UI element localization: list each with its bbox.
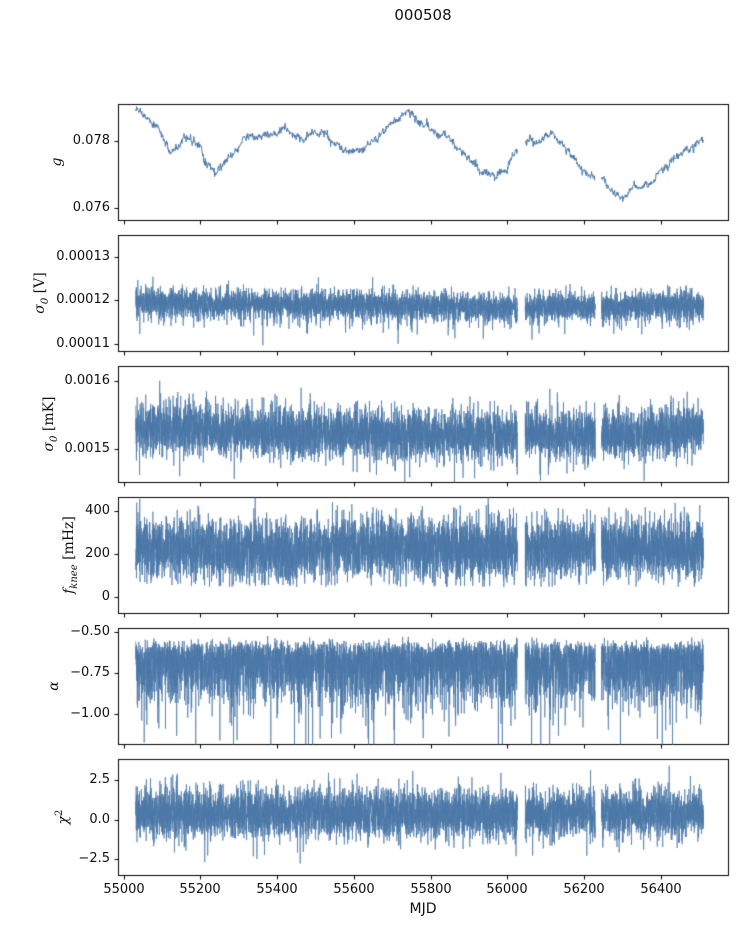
y-tick-label: 0.00011 <box>56 336 110 351</box>
y-tick-label: 0.076 <box>72 200 110 215</box>
y-tick-label: 0.078 <box>72 133 110 148</box>
y-tick-label: −0.75 <box>70 665 110 680</box>
y-tick-label: 0.0016 <box>64 373 111 388</box>
y-tick-label: 400 <box>85 503 110 518</box>
y-tick-label: 0.00013 <box>56 249 110 264</box>
y-tick-label: 0.00012 <box>56 292 110 307</box>
x-tick-label: 55800 <box>410 882 452 897</box>
x-tick-label: 56200 <box>563 882 605 897</box>
x-tick-label: 55000 <box>103 882 145 897</box>
y-tick-label: −2.5 <box>78 851 110 866</box>
y-tick-label: 0.0015 <box>64 441 111 456</box>
y-tick-label: 2.5 <box>89 772 110 787</box>
chart-title: 000508 <box>394 6 452 24</box>
x-tick-label: 55600 <box>333 882 375 897</box>
y-tick-label: 0 <box>101 589 110 604</box>
y-tick-label: −0.50 <box>70 624 110 639</box>
y-axis-label: χ2 <box>54 809 73 825</box>
y-axis-label: fknee [mHz] <box>61 516 80 594</box>
x-tick-label: 56400 <box>640 882 682 897</box>
y-axis-label: σ0 [V] <box>32 272 52 314</box>
x-tick-label: 55200 <box>179 882 221 897</box>
y-axis-label: σ0 [mK] <box>40 396 60 452</box>
x-axis-label: MJD <box>409 901 437 917</box>
y-tick-label: 0.0 <box>89 812 110 827</box>
x-tick-label: 56000 <box>486 882 528 897</box>
y-tick-label: −1.00 <box>70 706 110 721</box>
y-axis-label: α <box>46 681 63 691</box>
y-tick-label: 200 <box>85 546 110 561</box>
x-tick-label: 55400 <box>256 882 298 897</box>
y-axis-label: g <box>48 157 65 167</box>
